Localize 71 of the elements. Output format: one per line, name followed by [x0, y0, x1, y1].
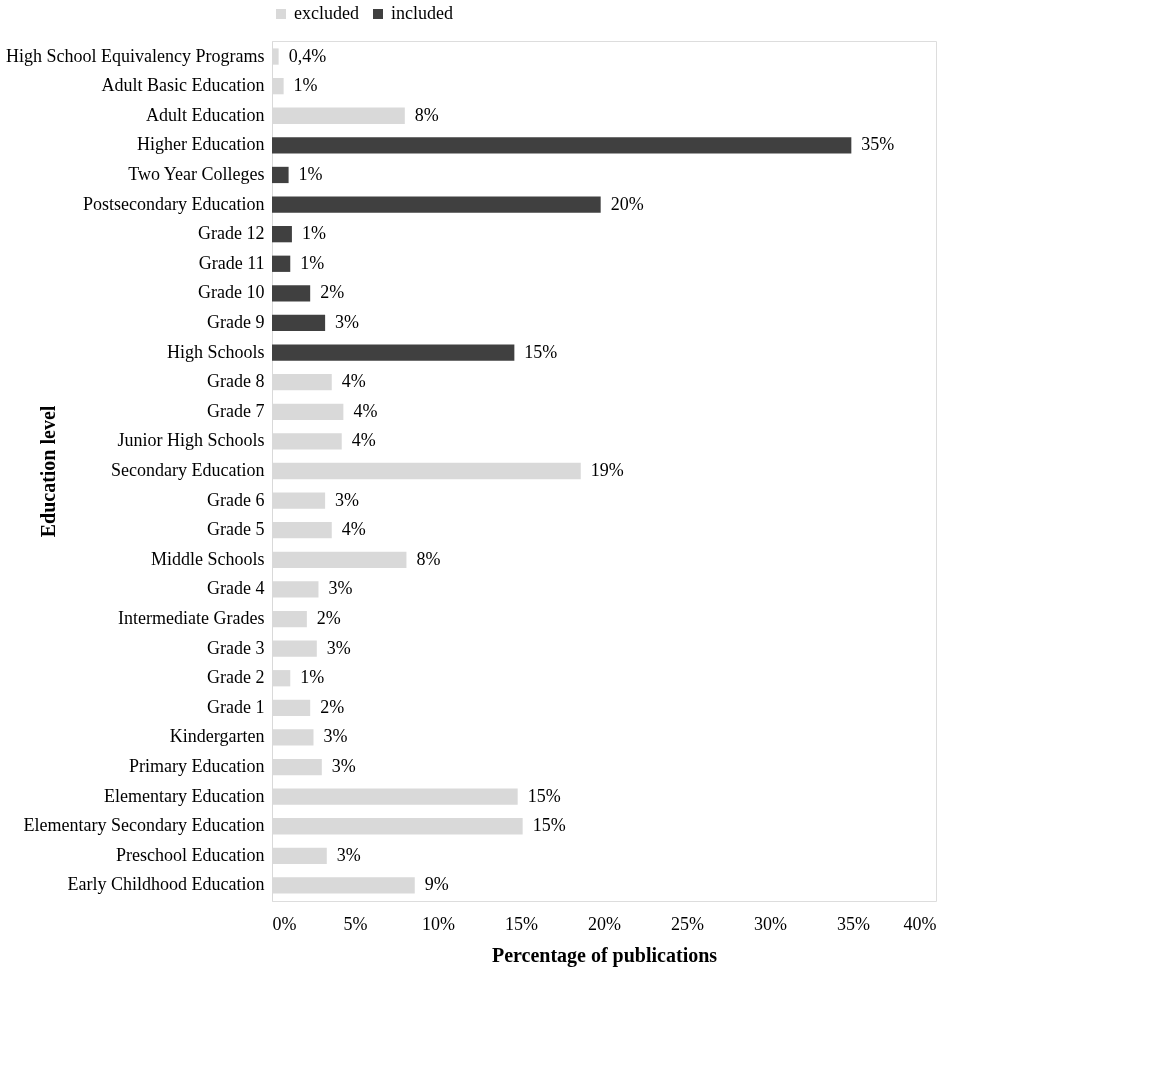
data-label: 8%	[416, 548, 441, 569]
y-tick-label: Elementary Secondary Education	[23, 815, 265, 836]
data-label: 4%	[351, 430, 376, 451]
data-label: 3%	[335, 489, 360, 510]
data-label: 15%	[524, 341, 558, 362]
data-label: 3%	[331, 756, 356, 777]
y-tick-label: Grade 4	[207, 578, 265, 599]
data-label: 15%	[527, 785, 561, 806]
y-tick-label: Primary Education	[129, 756, 265, 777]
x-tick-label: 15%	[505, 913, 538, 934]
x-axis-title: Percentage of publications	[491, 943, 718, 967]
x-tick-label: 25%	[671, 913, 704, 934]
y-tick-label: Elementary Education	[104, 785, 265, 806]
y-tick-label: Kindergarten	[169, 726, 265, 747]
data-label: 1%	[301, 223, 326, 244]
y-tick-label: Grade 12	[198, 223, 265, 244]
y-tick-label: Adult Basic Education	[101, 75, 265, 96]
data-label: 8%	[414, 104, 439, 125]
y-axis-title: Education level	[36, 405, 59, 538]
y-tick-label: Grade 10	[198, 282, 265, 303]
data-label: 2%	[316, 608, 341, 629]
y-tick-label: Grade 6	[207, 489, 265, 510]
y-tick-label: Grade 7	[207, 400, 265, 421]
data-label: 4%	[353, 400, 378, 421]
y-tick-label: Adult Education	[146, 104, 265, 125]
data-label: 35%	[861, 134, 895, 155]
data-label: 2%	[320, 282, 345, 303]
y-tick-label: Higher Education	[137, 134, 265, 155]
x-tick-label: 20%	[588, 913, 621, 934]
data-label: 3%	[323, 726, 348, 747]
data-label: 2%	[320, 696, 345, 717]
data-label: 4%	[341, 519, 366, 540]
legend-label: included	[391, 3, 453, 23]
data-label: 4%	[341, 371, 366, 392]
data-label: 9%	[424, 874, 449, 895]
x-tick-label: 5%	[343, 913, 368, 934]
y-tick-label: Postsecondary Education	[83, 193, 265, 214]
data-label: 1%	[298, 163, 323, 184]
y-tick-label: Intermediate Grades	[118, 608, 265, 629]
x-tick-label: 40%	[903, 913, 937, 934]
y-tick-label: Grade 11	[198, 252, 265, 273]
x-tick-label: 35%	[837, 913, 870, 934]
data-label: 1%	[300, 667, 325, 688]
data-label: 3%	[328, 578, 353, 599]
y-tick-label: Grade 5	[207, 519, 265, 540]
data-label: 20%	[610, 193, 644, 214]
data-label: 1%	[300, 252, 325, 273]
y-tick-label: Grade 9	[207, 311, 265, 332]
y-tick-label: Grade 1	[207, 696, 265, 717]
y-tick-label: High School Equivalency Programs	[6, 45, 265, 66]
y-tick-label: Junior High Schools	[117, 430, 265, 451]
x-tick-label: 10%	[422, 913, 455, 934]
y-tick-label: Grade 3	[207, 637, 265, 658]
y-tick-label: Early Childhood Education	[67, 874, 265, 895]
data-label: 0,4%	[288, 45, 327, 66]
x-tick-label: 0%	[272, 913, 297, 934]
data-label: 3%	[326, 637, 351, 658]
data-label: 19%	[590, 460, 624, 480]
legend-label: excluded	[294, 3, 359, 23]
y-tick-label: Two Year Colleges	[128, 163, 265, 184]
y-tick-label: Middle Schools	[150, 548, 265, 569]
data-label: 15%	[532, 815, 566, 836]
x-tick-label: 30%	[754, 913, 787, 934]
y-tick-label: High Schools	[166, 341, 265, 362]
data-label: 1%	[293, 75, 318, 96]
y-tick-label: Grade 2	[207, 667, 265, 688]
y-tick-label: Grade 8	[207, 371, 265, 392]
data-label: 3%	[336, 844, 361, 865]
y-tick-label: Secondary Education	[111, 460, 265, 480]
y-tick-label: Preschool Education	[116, 844, 265, 865]
data-label: 3%	[335, 311, 360, 332]
